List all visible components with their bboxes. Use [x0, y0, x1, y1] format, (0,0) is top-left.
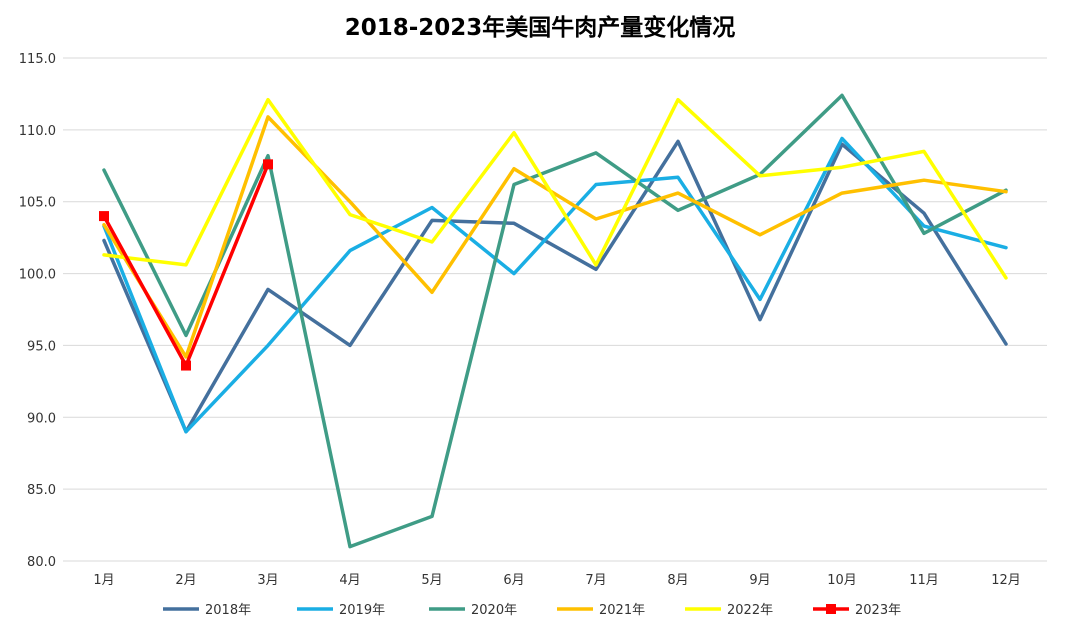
- legend-item: 2021年: [557, 603, 645, 618]
- legend-item: 2022年: [685, 603, 773, 618]
- x-tick-label: 2月: [175, 573, 196, 588]
- legend-label: 2023年: [855, 603, 901, 618]
- legend-item: 2023年: [813, 603, 901, 618]
- y-tick-label: 80.0: [27, 555, 56, 570]
- y-tick-label: 100.0: [19, 268, 56, 283]
- x-tick-label: 11月: [909, 573, 939, 588]
- series-2021年: [102, 115, 1008, 359]
- legend-label: 2019年: [339, 603, 385, 618]
- x-tick-label: 4月: [339, 573, 360, 588]
- series-line: [102, 93, 1008, 549]
- x-tick-label: 12月: [991, 573, 1021, 588]
- legend-item: 2019年: [297, 603, 385, 618]
- y-tick-label: 95.0: [27, 339, 56, 354]
- series-2020年: [102, 93, 1008, 549]
- y-tick-label: 115.0: [19, 52, 56, 67]
- chart-title: 2018-2023年美国牛肉产量变化情况: [344, 15, 736, 41]
- x-tick-label: 7月: [585, 573, 606, 588]
- y-tick-label: 110.0: [19, 124, 56, 139]
- data-point-marker: [181, 360, 191, 371]
- y-tick-label: 90.0: [27, 411, 56, 426]
- legend: 2018年 2019年 2020年 2021年 2022年 2023年: [163, 603, 901, 618]
- y-tick-label: 85.0: [27, 483, 56, 498]
- legend-label: 2021年: [599, 603, 645, 618]
- legend-label: 2022年: [727, 603, 773, 618]
- x-tick-label: 5月: [421, 573, 442, 588]
- x-tick-label: 8月: [667, 573, 688, 588]
- series-2019年: [102, 136, 1008, 434]
- x-tick-label: 10月: [827, 573, 857, 588]
- series-layer: [99, 93, 1008, 549]
- legend-item: 2020年: [429, 603, 517, 618]
- series-2023年: [99, 159, 273, 371]
- x-axis: 1月 2月 3月 4月 5月 6月 7月 8月 9月 10月 11月 12月: [93, 573, 1020, 588]
- series-line: [102, 139, 1008, 434]
- legend-label: 2020年: [471, 603, 517, 618]
- series-line: [102, 136, 1008, 434]
- series-line: [102, 115, 1008, 359]
- y-axis: 80.0 85.0 90.0 95.0 100.0 105.0 110.0 115.0: [19, 52, 56, 570]
- series-2022年: [102, 97, 1008, 280]
- y-tick-label: 105.0: [19, 196, 56, 211]
- legend-label: 2018年: [205, 603, 251, 618]
- data-point-marker: [99, 211, 109, 222]
- legend-marker: [826, 604, 836, 614]
- legend-item: 2018年: [163, 603, 251, 618]
- x-tick-label: 6月: [503, 573, 524, 588]
- x-tick-label: 3月: [257, 573, 278, 588]
- series-line: [102, 97, 1008, 280]
- series-2018年: [102, 139, 1008, 434]
- x-tick-label: 1月: [93, 573, 114, 588]
- x-tick-label: 9月: [749, 573, 770, 588]
- data-point-marker: [263, 159, 273, 170]
